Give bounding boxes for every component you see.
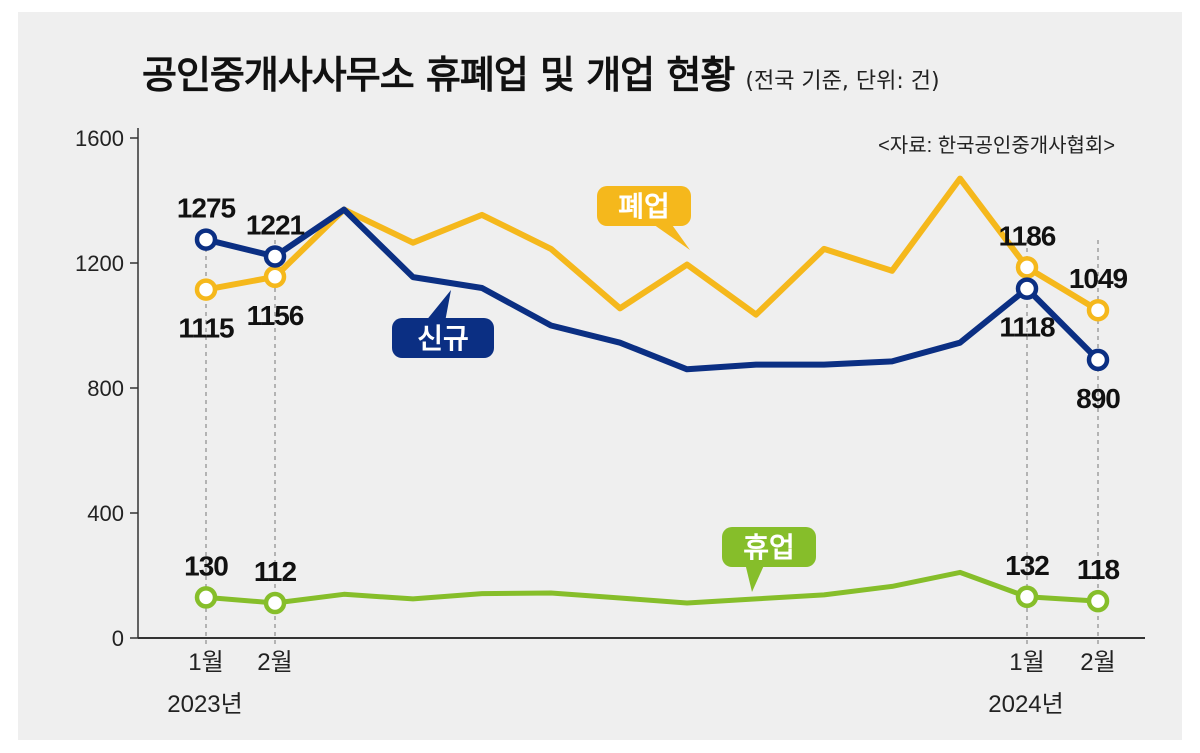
data-label: 1156 [247, 300, 304, 331]
y-tick-label: 1200 [75, 251, 124, 276]
x-tick-label-year: 2023년 [167, 691, 242, 718]
y-tick-label: 0 [112, 626, 124, 651]
chart-title: 공인중개사사무소 휴폐업 및 개업 현황 (전국 기준, 단위: 건) [142, 44, 940, 99]
callout-label: 휴업 [743, 532, 795, 563]
data-label: 1118 [999, 312, 1055, 343]
x-tick-label-month: 2월 [257, 649, 292, 676]
callout-tail [745, 563, 765, 592]
callout-tail [425, 290, 451, 322]
callout-box [722, 527, 816, 567]
x-tick-label-month: 1월 [188, 649, 223, 676]
y-tick-label: 800 [87, 376, 124, 401]
y-tick-label: 1600 [75, 126, 124, 151]
data-label: 112 [254, 556, 297, 587]
data-point-marker [1015, 585, 1039, 608]
data-label: 1275 [177, 193, 236, 224]
data-point-marker [263, 245, 287, 268]
series-line-폐업 [203, 175, 1101, 318]
data-point-marker [194, 278, 218, 301]
data-point-marker [1086, 348, 1110, 372]
legend-callout-폐업: 폐업 [597, 186, 691, 250]
data-label: 1115 [178, 313, 234, 344]
data-label: 132 [1005, 550, 1049, 581]
data-label: 130 [184, 550, 228, 581]
callout-tail [650, 222, 690, 250]
data-point-marker [1086, 298, 1110, 322]
chart-background [18, 12, 1182, 740]
callout-label: 신규 [417, 323, 469, 354]
data-point-marker [263, 265, 287, 288]
data-label: 1221 [246, 209, 305, 240]
series-line-신규 [203, 206, 1101, 373]
legend-callout-신규: 신규 [392, 290, 494, 358]
subtitle-text: (전국 기준, 단위: 건) [745, 69, 940, 94]
legend-callout-휴업: 휴업 [722, 527, 816, 592]
data-point-marker [1086, 589, 1110, 613]
x-tick-label-month: 2월 [1080, 649, 1115, 676]
series-line-휴업 [203, 569, 1101, 606]
data-point-marker [263, 591, 287, 615]
data-label: 1049 [1069, 263, 1128, 294]
data-label: 1186 [999, 220, 1056, 251]
callout-box [392, 318, 494, 358]
y-tick-label: 400 [87, 501, 124, 526]
data-point-marker [1015, 256, 1039, 279]
callout-label: 폐업 [618, 191, 670, 222]
data-label: 118 [1077, 554, 1120, 585]
x-tick-label-year: 2024년 [988, 691, 1063, 718]
data-point-marker [1015, 277, 1039, 300]
data-label: 890 [1076, 383, 1120, 414]
title-text: 공인중개사사무소 휴폐업 및 개업 현황 [142, 53, 735, 97]
data-point-marker [194, 228, 218, 251]
source-note: <자료: 한국공인중개사협회> [878, 134, 1115, 157]
callout-box [597, 186, 691, 226]
data-point-marker [194, 586, 218, 609]
x-tick-label-month: 1월 [1009, 649, 1044, 676]
